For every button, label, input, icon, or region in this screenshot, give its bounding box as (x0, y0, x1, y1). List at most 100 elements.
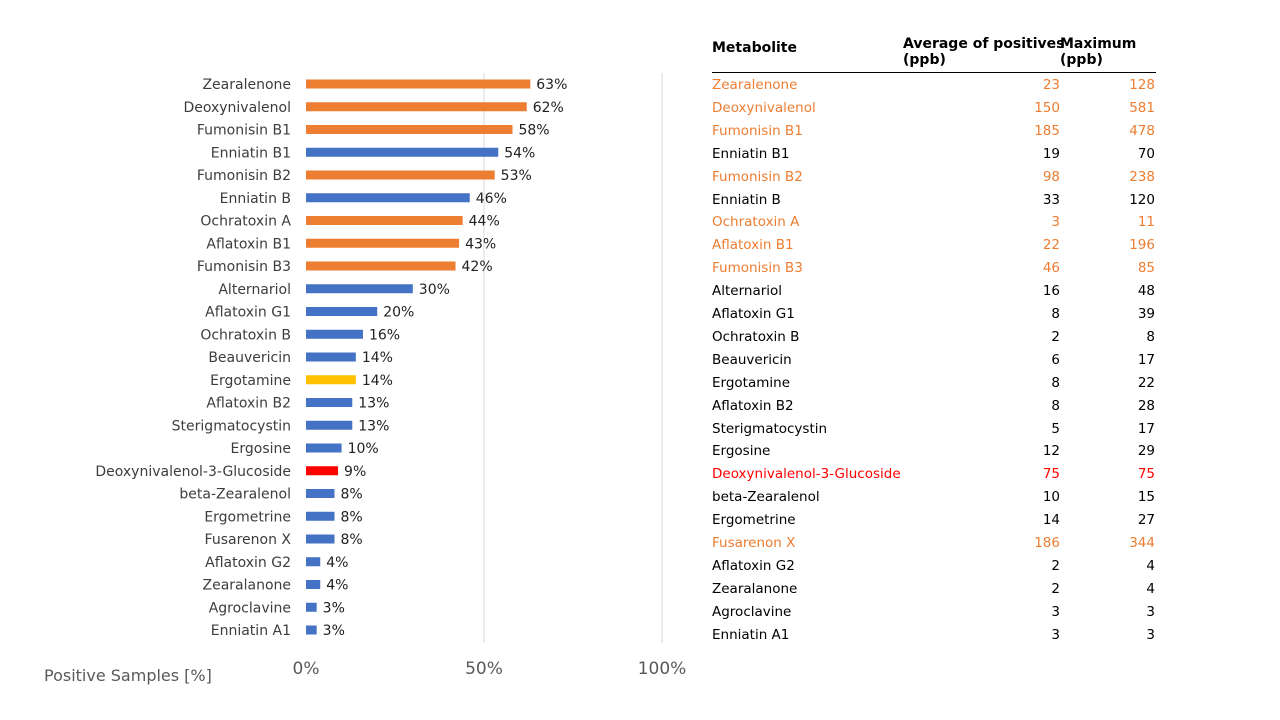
cell-average: 2 (1051, 580, 1060, 597)
data-label: 4% (326, 555, 348, 571)
table-row: Fumonisin B3 46 85 (712, 257, 1156, 279)
cell-average: 3 (1051, 214, 1060, 231)
category-label: Beauvericin (208, 350, 291, 366)
cell-maximum: 238 (1129, 168, 1155, 185)
cell-average: 3 (1051, 603, 1060, 620)
x-tick-label: 0% (293, 659, 320, 679)
cell-maximum: 17 (1137, 351, 1155, 368)
cell-metabolite: Fumonisin B1 (712, 122, 803, 139)
data-label: 20% (383, 305, 414, 321)
bar (306, 625, 317, 635)
table-row: Ergometrine 14 27 (712, 509, 1156, 531)
bar (306, 216, 463, 225)
table-row: Fusarenon X 186 344 (712, 532, 1156, 554)
table-row: Ergosine 12 29 (712, 440, 1156, 462)
table-row: Beauvericin 6 17 (712, 349, 1156, 371)
cell-average: 3 (1051, 626, 1060, 643)
data-label: 8% (340, 509, 362, 525)
table-row: Aflatoxin G1 8 39 (712, 303, 1156, 325)
cell-metabolite: Agroclavine (712, 603, 792, 620)
bar (306, 602, 317, 612)
cell-metabolite: beta-Zearalenol (712, 489, 820, 506)
category-label: Ochratoxin A (200, 214, 291, 230)
x-tick-label: 50% (465, 659, 503, 679)
cell-metabolite: Enniatin A1 (712, 626, 790, 643)
category-label: Enniatin B1 (211, 145, 291, 161)
cell-maximum: 581 (1129, 99, 1155, 116)
data-label: 10% (348, 441, 379, 457)
cell-metabolite: Deoxynivalenol (712, 99, 816, 116)
table-row: Enniatin A1 3 3 (712, 624, 1156, 646)
labels: 0% 50% 100% Zearalenone 63% Deoxynivalenol 62%… (95, 77, 686, 679)
cell-average: 8 (1051, 374, 1060, 391)
cell-average: 22 (1042, 237, 1060, 254)
bar (306, 443, 342, 453)
bar (306, 261, 456, 271)
table-row: Enniatin B 33 120 (712, 189, 1156, 211)
bar (306, 307, 378, 316)
cell-maximum: 196 (1129, 237, 1155, 254)
table-row: Deoxynivalenol 150 581 (712, 97, 1156, 119)
cell-average: 2 (1051, 328, 1060, 345)
bar (306, 534, 335, 544)
category-label: Zearalenone (202, 77, 291, 93)
category-label: Ergosine (231, 441, 291, 457)
cell-maximum: 128 (1129, 77, 1155, 93)
cell-metabolite: Aflatoxin G2 (712, 557, 795, 574)
data-label: 13% (358, 418, 389, 434)
table-row: Zearalenone 23 128 (712, 74, 1156, 96)
cell-metabolite: Ochratoxin B (712, 328, 800, 345)
cell-metabolite: Beauvericin (712, 351, 792, 368)
category-label: Ergometrine (204, 509, 291, 525)
cell-maximum: 22 (1137, 374, 1155, 391)
bar (306, 375, 356, 385)
table-row: Agroclavine 3 3 (712, 601, 1156, 623)
cell-maximum: 70 (1137, 145, 1155, 162)
bar (306, 557, 321, 567)
cell-maximum: 478 (1129, 122, 1155, 139)
header-average: Average of positives (ppb) (903, 36, 1065, 68)
table-row: Sterigmatocystin 5 17 (712, 418, 1156, 440)
cell-metabolite: Fusarenon X (712, 535, 796, 551)
bar (306, 193, 470, 203)
category-label: Fumonisin B1 (197, 123, 291, 139)
bar (306, 398, 353, 407)
category-label: Aflatoxin B1 (206, 236, 291, 252)
cell-metabolite: Sterigmatocystin (712, 420, 828, 437)
cell-maximum: 85 (1137, 260, 1155, 277)
cell-average: 6 (1051, 351, 1060, 368)
cell-metabolite: Ergometrine (712, 512, 796, 529)
bar (306, 466, 339, 476)
cell-average: 2 (1051, 557, 1060, 574)
category-label: Deoxynivalenol (183, 100, 291, 116)
cell-average: 16 (1042, 283, 1060, 300)
cell-average: 98 (1042, 168, 1060, 185)
data-label: 9% (344, 464, 366, 480)
table-row: Aflatoxin G2 2 4 (712, 555, 1156, 577)
data-label: 62% (533, 100, 564, 116)
cell-average: 185 (1034, 122, 1060, 139)
category-label: Deoxynivalenol-3-Glucoside (95, 464, 291, 480)
cell-maximum: 4 (1146, 557, 1155, 574)
cell-average: 186 (1034, 535, 1060, 551)
cell-maximum: 120 (1129, 191, 1155, 208)
cell-average: 19 (1042, 145, 1060, 162)
data-label: 63% (536, 77, 567, 93)
cell-maximum: 39 (1137, 306, 1155, 322)
header-divider (712, 72, 1156, 73)
table-row: Zearalanone 2 4 (712, 578, 1156, 600)
category-label: beta-Zearalenol (179, 487, 291, 503)
cell-average: 8 (1051, 397, 1060, 414)
data-label: 14% (362, 350, 393, 366)
data-label: 30% (419, 282, 450, 298)
bar (306, 580, 321, 589)
category-label: Fumonisin B3 (197, 259, 291, 275)
category-label: Sterigmatocystin (172, 418, 291, 434)
cell-average: 8 (1051, 306, 1060, 322)
table-row: Enniatin B1 19 70 (712, 143, 1156, 165)
category-label: Alternariol (218, 282, 291, 298)
bars (306, 79, 531, 635)
category-label: Ochratoxin B (200, 327, 291, 343)
table-row: Fumonisin B2 98 238 (712, 166, 1156, 188)
cell-maximum: 8 (1146, 328, 1155, 345)
